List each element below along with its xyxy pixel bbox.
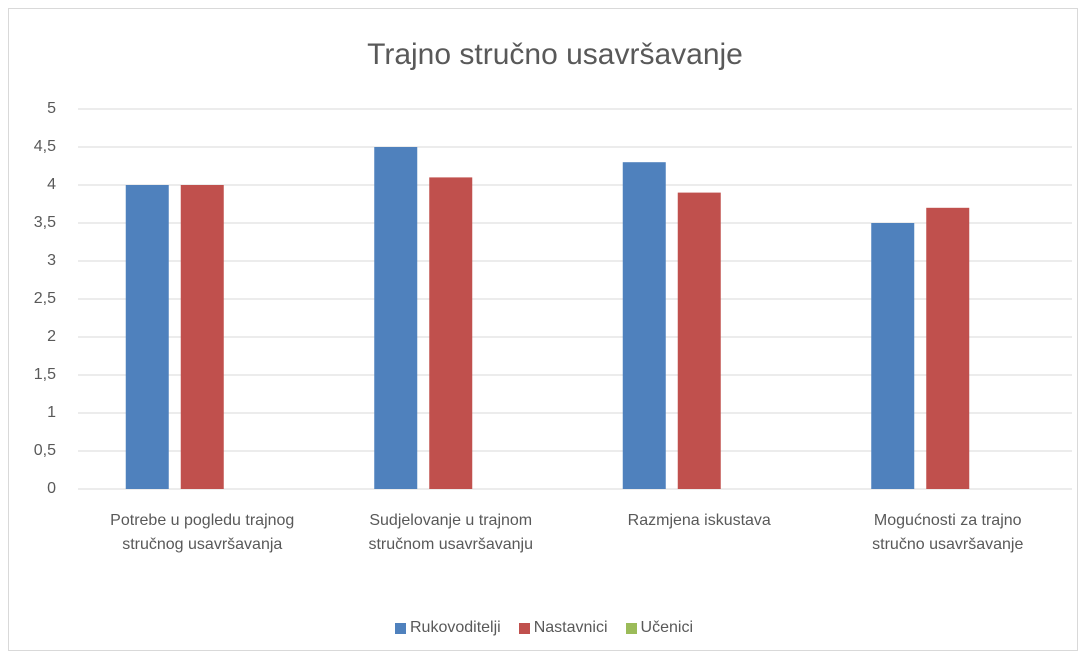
y-tick-label: 2,5 bbox=[34, 290, 56, 307]
y-tick-label: 4 bbox=[47, 176, 56, 193]
y-tick-label: 4,5 bbox=[34, 138, 56, 155]
y-tick-label: 3,5 bbox=[34, 214, 56, 231]
chart-title: Trajno stručno usavršavanje bbox=[367, 38, 743, 71]
y-tick-label: 0 bbox=[47, 480, 56, 497]
y-tick-label: 5 bbox=[47, 100, 56, 117]
x-tick-label: Razmjena iskustava bbox=[627, 512, 771, 529]
legend-swatch bbox=[395, 622, 406, 634]
bar bbox=[374, 147, 418, 489]
bar bbox=[622, 162, 666, 489]
y-tick-label: 0,5 bbox=[34, 442, 56, 459]
chart-frame bbox=[8, 8, 1078, 651]
bar bbox=[180, 185, 224, 489]
x-tick-label: Sudjelovanje u trajnom stručnom usavršav… bbox=[368, 512, 533, 553]
legend: Rukovoditelji Nastavnici Učenici bbox=[0, 619, 1088, 637]
y-tick-label: 1 bbox=[47, 404, 56, 421]
bar bbox=[125, 185, 169, 489]
y-tick-label: 3 bbox=[47, 252, 56, 269]
bar bbox=[926, 207, 970, 490]
legend-swatch bbox=[518, 622, 530, 634]
legend-label: Rukovoditelji bbox=[410, 619, 501, 636]
legend-item: Rukovoditelji bbox=[395, 619, 501, 637]
legend-label: Učenici bbox=[640, 619, 693, 636]
y-tick-label: 1,5 bbox=[34, 366, 56, 383]
legend-item: Učenici bbox=[625, 619, 693, 637]
bar bbox=[677, 192, 721, 489]
legend-swatch bbox=[625, 622, 637, 634]
bar bbox=[871, 223, 915, 489]
x-tick-label: Potrebe u pogledu trajnog stručnog usavr… bbox=[110, 512, 295, 553]
x-tick-label: Mogućnosti za trajno stručno usavršavanj… bbox=[872, 512, 1024, 553]
legend-label: Nastavnici bbox=[533, 619, 608, 636]
bar bbox=[429, 177, 473, 489]
y-tick-label: 2 bbox=[47, 328, 56, 345]
legend-item: Nastavnici bbox=[518, 619, 608, 637]
